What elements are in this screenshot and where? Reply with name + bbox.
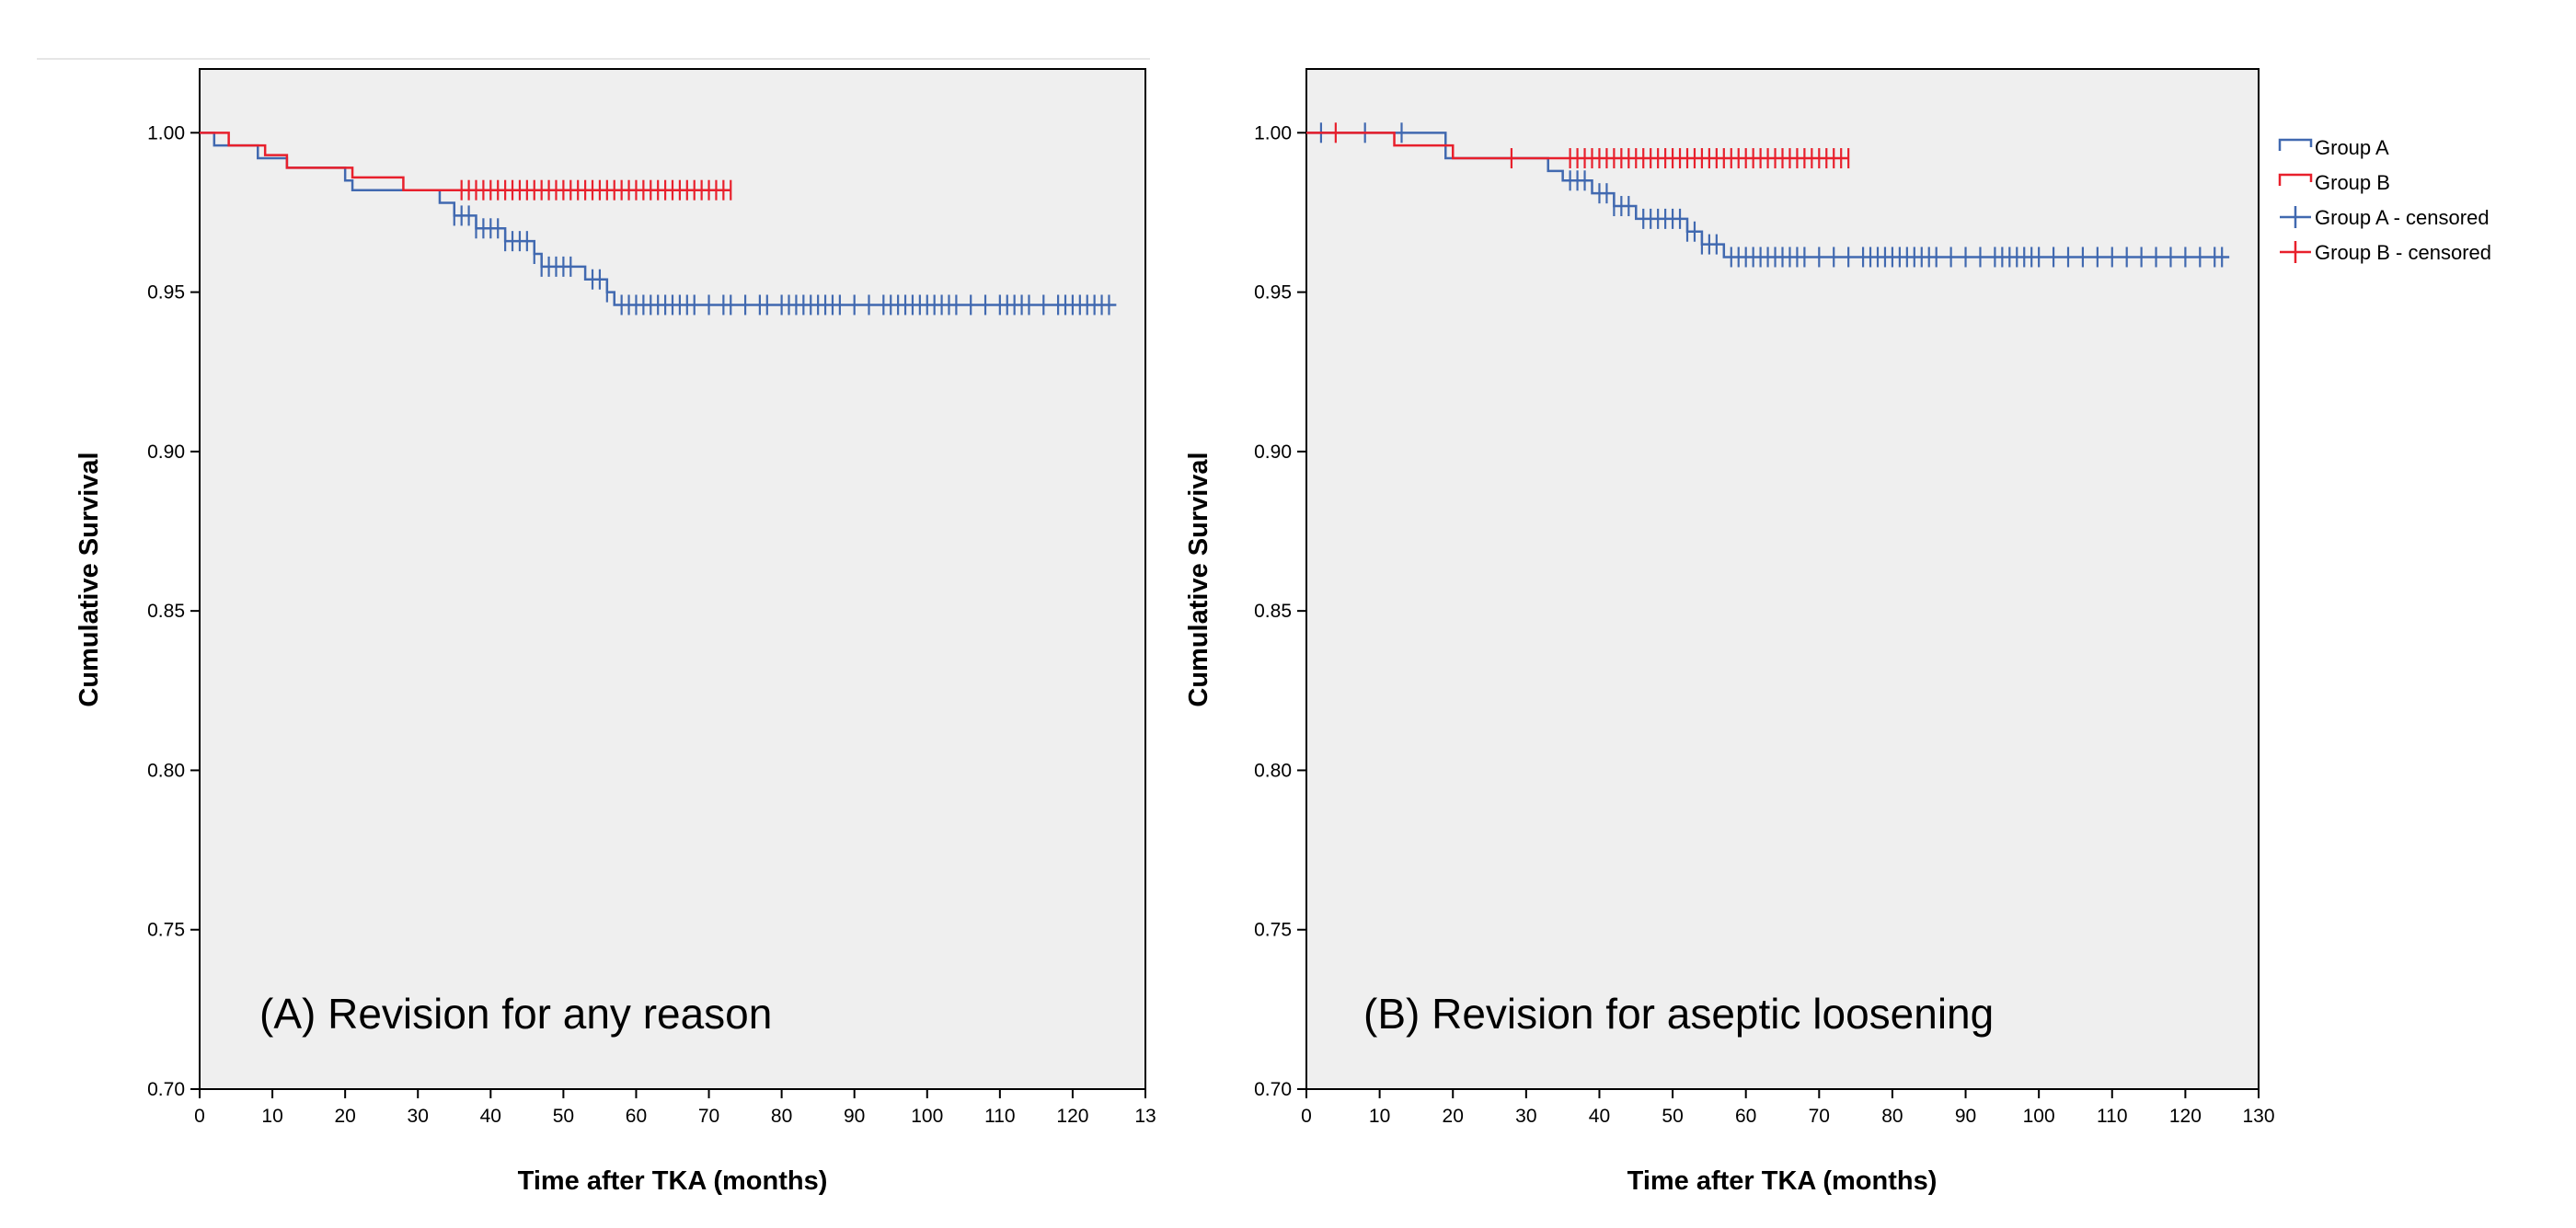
panel-b-x-tick-label: 20 bbox=[1443, 1106, 1464, 1127]
legend-group-a-line-symbol bbox=[2278, 138, 2313, 151]
panel-b-y-axis-label: Cumulative Survival bbox=[1184, 452, 1213, 706]
panel-a-x-tick-label: 70 bbox=[698, 1106, 719, 1127]
panel-a-x-tick-label: 30 bbox=[408, 1106, 429, 1127]
panel-a-x-tick-label: 110 bbox=[984, 1106, 1015, 1127]
panel-b-annotation: (B) Revision for aseptic loosening bbox=[1363, 990, 1994, 1038]
panel-a-y-tick-label: 0.90 bbox=[147, 442, 185, 463]
legend-group-b-line-symbol bbox=[2278, 173, 2313, 186]
panel-b-x-tick-label: 10 bbox=[1369, 1106, 1390, 1127]
panel-b-y-tick-label: 0.75 bbox=[1254, 920, 1292, 941]
panel-a-x-tick-label: 13 bbox=[1134, 1106, 1156, 1127]
panel-b-x-tick-label: 120 bbox=[2169, 1106, 2202, 1127]
panel-b-x-tick-label: 50 bbox=[1662, 1106, 1683, 1127]
panel-a-x-tick-label: 100 bbox=[911, 1106, 943, 1127]
panel-b-y-tick-label: 0.90 bbox=[1254, 442, 1292, 463]
legend-entry-group-a: Group A bbox=[2278, 136, 2389, 159]
panel-a-y-tick-label: 0.85 bbox=[147, 601, 185, 622]
panel-a-x-tick-label: 90 bbox=[844, 1106, 865, 1127]
panel-a-marks bbox=[200, 132, 1117, 316]
panel-b-y-tick-label: 1.00 bbox=[1254, 122, 1292, 143]
legend-label-group-a: Group A bbox=[2315, 136, 2389, 159]
panel-b-x-tick-label: 60 bbox=[1735, 1106, 1756, 1127]
panel-a-x-tick-label: 10 bbox=[261, 1106, 282, 1127]
panel-a-y-tick-label: 0.95 bbox=[147, 282, 185, 304]
panel-a-x-tick-label: 60 bbox=[626, 1106, 647, 1127]
legend-entry-group-a-censored: Group A - censored bbox=[2280, 206, 2490, 229]
panel-b-axis-ticks: 0 10 20 30 40 50 60 70 80 90 100 110 120 130 0.70 0.75 0… bbox=[1254, 122, 2274, 1127]
panel-a-y-tick-label: 0.70 bbox=[147, 1079, 185, 1100]
panel-b-y-tick-label: 0.85 bbox=[1254, 601, 1292, 622]
panel-b-x-tick-label: 30 bbox=[1515, 1106, 1536, 1127]
panel-b-y-tick-label: 0.95 bbox=[1254, 282, 1292, 304]
legend: Group A Group B Group A - censored Group… bbox=[2278, 136, 2491, 264]
panel-b-chart: 0 10 20 30 40 50 60 70 80 90 100 110 120 130 0.70 0.75 0… bbox=[1184, 68, 2275, 1196]
panel-a-chart: 0 10 20 30 40 50 60 70 80 90 100 110 120 13 0.70 0.75 0.… bbox=[75, 68, 1156, 1196]
panel-a-axis-ticks: 0 10 20 30 40 50 60 70 80 90 100 110 120 13 0.70 0.75 0.… bbox=[147, 122, 1156, 1127]
legend-entry-group-b-censored: Group B - censored bbox=[2280, 241, 2491, 264]
panel-a-annotation: (A) Revision for any reason bbox=[259, 990, 772, 1038]
panel-a-group-b-survival-line bbox=[200, 132, 731, 191]
panel-b-x-axis-label: Time after TKA (months) bbox=[1627, 1166, 1938, 1196]
panel-a-x-tick-label: 0 bbox=[194, 1106, 205, 1127]
legend-label-group-b: Group B bbox=[2315, 171, 2390, 194]
panel-b-y-tick-label: 0.80 bbox=[1254, 760, 1292, 781]
panel-a-y-tick-label: 1.00 bbox=[147, 122, 185, 143]
panel-a-x-tick-label: 120 bbox=[1056, 1106, 1088, 1127]
panel-a-x-axis-label: Time after TKA (months) bbox=[518, 1166, 828, 1196]
panel-b-y-tick-label: 0.70 bbox=[1254, 1079, 1292, 1100]
panel-b-x-tick-label: 100 bbox=[2023, 1106, 2055, 1127]
panel-a-y-tick-label: 0.75 bbox=[147, 920, 185, 941]
panel-a-y-axis-label: Cumulative Survival bbox=[75, 452, 104, 706]
panel-b-x-tick-label: 110 bbox=[2097, 1106, 2127, 1127]
panel-b-marks bbox=[1306, 122, 2230, 268]
legend-label-group-a-censored: Group A - censored bbox=[2315, 206, 2490, 229]
legend-label-group-b-censored: Group B - censored bbox=[2315, 241, 2491, 264]
panel-b-x-tick-label: 70 bbox=[1809, 1106, 1830, 1127]
panel-a-group-a-survival-line bbox=[200, 132, 1117, 306]
panel-b-x-tick-label: 40 bbox=[1589, 1106, 1610, 1127]
panel-b-x-tick-label: 0 bbox=[1301, 1106, 1312, 1127]
panel-b-plot-area bbox=[1305, 68, 2260, 1090]
panel-b-x-tick-label: 80 bbox=[1881, 1106, 1903, 1127]
panel-b-x-tick-label: 130 bbox=[2242, 1106, 2274, 1127]
panel-a-x-tick-label: 80 bbox=[771, 1106, 792, 1127]
panel-a-x-tick-label: 50 bbox=[553, 1106, 574, 1127]
panel-a-y-tick-label: 0.80 bbox=[147, 760, 185, 781]
panel-a-x-tick-label: 40 bbox=[480, 1106, 501, 1127]
panel-b-x-tick-label: 90 bbox=[1955, 1106, 1976, 1127]
panel-a-plot-area bbox=[199, 68, 1146, 1090]
panel-a-x-tick-label: 20 bbox=[334, 1106, 355, 1127]
legend-entry-group-b: Group B bbox=[2278, 171, 2390, 194]
